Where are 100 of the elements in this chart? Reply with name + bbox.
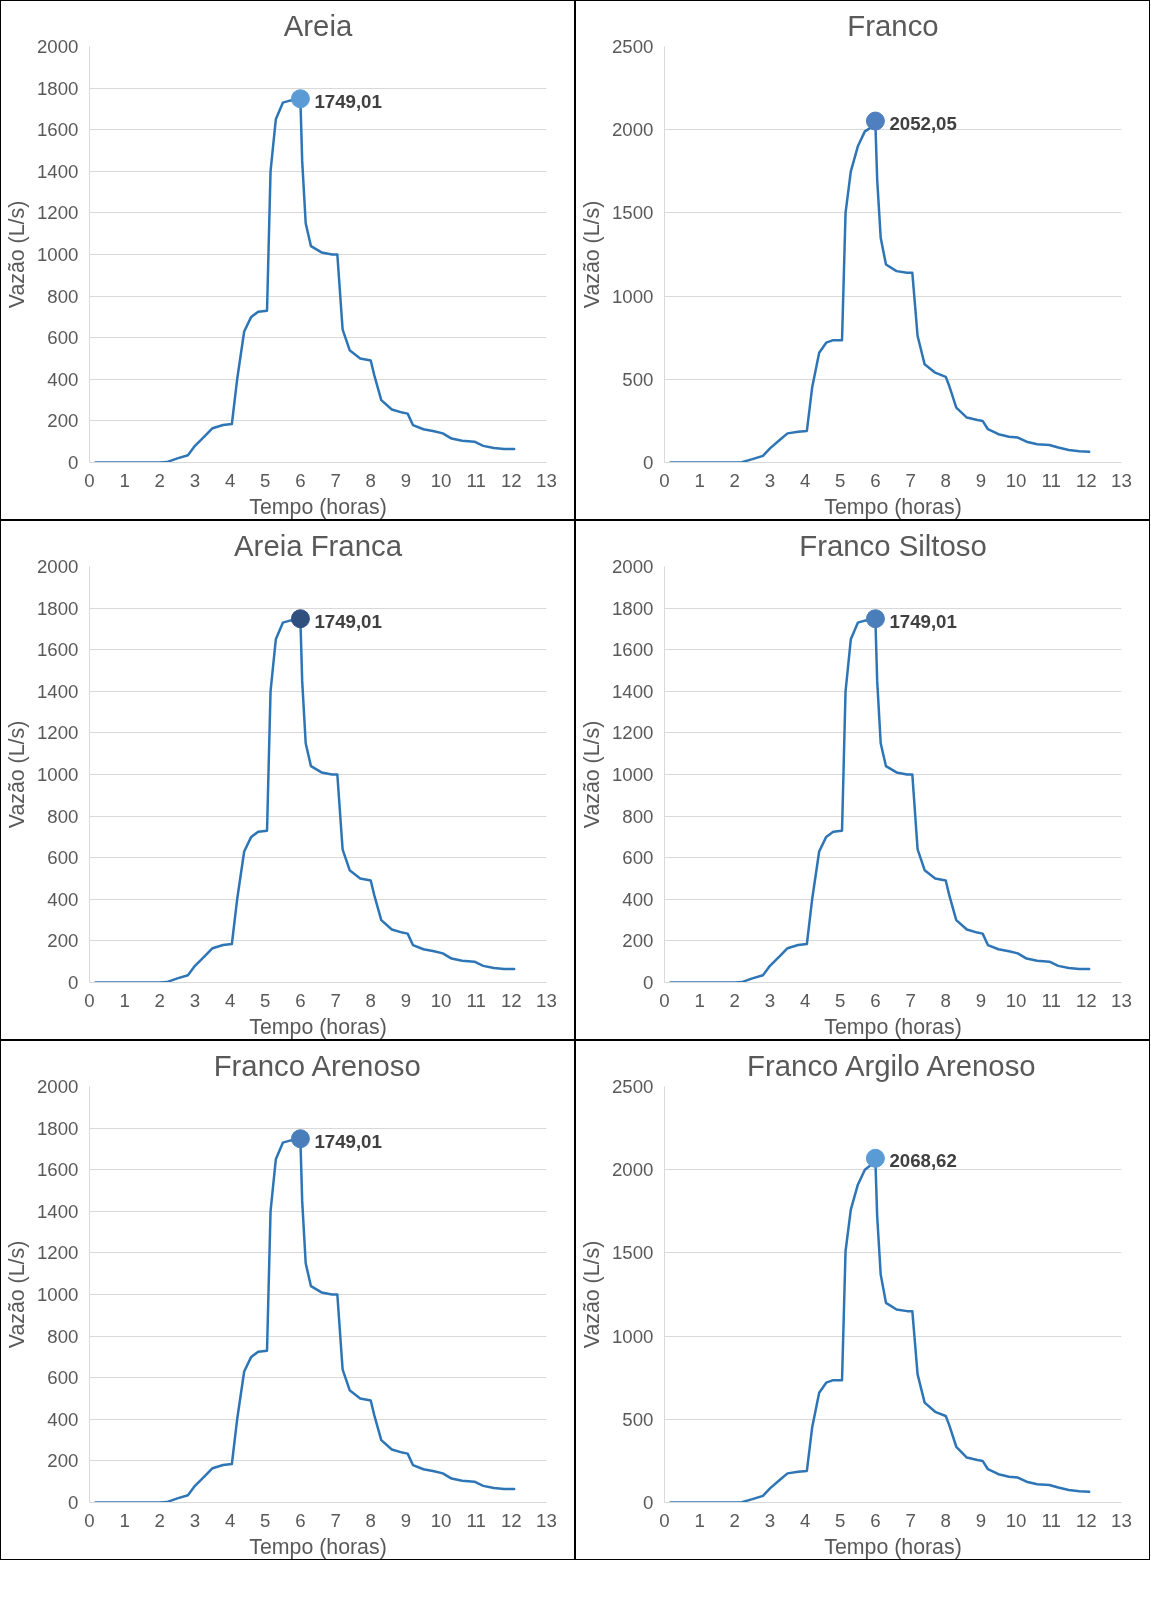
x-tick-label: 7 — [330, 1509, 341, 1531]
x-tick-label: 5 — [835, 1509, 846, 1531]
x-tick-label: 8 — [365, 469, 376, 491]
x-tick-label: 3 — [189, 1509, 201, 1531]
x-tick-label: 8 — [365, 989, 376, 1011]
x-tick-label: 5 — [835, 469, 846, 491]
x-tick-label: 13 — [1111, 469, 1132, 491]
y-axis-title: Vazão (L/s) — [580, 200, 604, 309]
x-tick-label: 4 — [799, 469, 811, 491]
chart-title: Areia — [283, 8, 353, 42]
x-tick-label: 5 — [260, 989, 271, 1011]
x-tick-label: 13 — [536, 1509, 557, 1531]
x-tick-label: 0 — [84, 469, 95, 491]
x-tick-label: 13 — [536, 989, 557, 1011]
x-tick-label: 7 — [905, 989, 916, 1011]
x-tick-label: 6 — [295, 469, 306, 491]
y-tick-label: 800 — [47, 285, 79, 307]
x-tick-label: 7 — [905, 469, 916, 491]
x-tick-label: 12 — [500, 469, 522, 491]
x-tick-label: 10 — [430, 989, 452, 1011]
y-tick-label: 200 — [47, 410, 79, 432]
x-tick-label: 9 — [400, 469, 412, 491]
x-tick-label: 10 — [1005, 989, 1027, 1011]
x-tick-label: 8 — [365, 1509, 376, 1531]
chart-title: Franco Siltoso — [799, 528, 987, 562]
x-tick-label: 11 — [466, 989, 486, 1011]
x-tick-label: 2 — [154, 1509, 166, 1531]
y-tick-label: 600 — [47, 327, 79, 349]
x-tick-label: 0 — [84, 1509, 95, 1531]
x-tick-label: 9 — [975, 1509, 987, 1531]
x-tick-label: 7 — [330, 469, 341, 491]
x-tick-label: 2 — [729, 989, 741, 1011]
y-tick-label: 600 — [47, 847, 79, 869]
y-tick-label: 800 — [622, 805, 654, 827]
y-tick-label: 1600 — [612, 639, 654, 661]
y-tick-label: 2000 — [37, 556, 79, 577]
x-tick-label: 2 — [154, 469, 166, 491]
x-tick-label: 11 — [1041, 1509, 1061, 1531]
x-tick-label: 0 — [84, 989, 95, 1011]
y-tick-label: 2000 — [37, 1076, 79, 1097]
x-tick-label: 8 — [940, 989, 951, 1011]
x-tick-label: 12 — [500, 1509, 522, 1531]
y-tick-label: 2500 — [612, 1076, 654, 1097]
x-tick-label: 11 — [1041, 989, 1061, 1011]
y-tick-label: 400 — [47, 368, 79, 390]
x-tick-label: 3 — [764, 469, 776, 491]
x-tick-label: 6 — [870, 1509, 881, 1531]
x-tick-label: 10 — [430, 1509, 452, 1531]
y-tick-label: 1800 — [37, 77, 79, 99]
x-tick-label: 1 — [119, 989, 130, 1011]
y-tick-label: 400 — [622, 888, 654, 910]
y-tick-label: 1500 — [612, 1242, 654, 1264]
y-tick-label: 1400 — [612, 680, 654, 702]
y-tick-label: 1800 — [37, 1117, 79, 1139]
x-tick-label: 7 — [330, 989, 341, 1011]
x-tick-label: 10 — [430, 469, 452, 491]
y-tick-label: 1200 — [612, 722, 654, 744]
y-tick-label: 500 — [622, 368, 654, 390]
y-tick-label: 1000 — [37, 764, 79, 785]
y-tick-label: 600 — [47, 1367, 79, 1389]
x-tick-label: 9 — [975, 469, 987, 491]
data-label: 1749,01 — [314, 1130, 382, 1152]
x-tick-label: 1 — [694, 469, 705, 491]
y-tick-label: 400 — [47, 1408, 79, 1430]
y-tick-label: 0 — [643, 972, 654, 993]
y-tick-label: 1200 — [37, 202, 79, 224]
x-tick-label: 13 — [1111, 1509, 1132, 1531]
data-label: 1749,01 — [889, 610, 957, 632]
x-tick-label: 10 — [1005, 469, 1027, 491]
x-tick-label: 9 — [400, 989, 412, 1011]
x-tick-label: 10 — [1005, 1509, 1027, 1531]
y-tick-label: 2000 — [612, 119, 654, 141]
x-tick-label: 6 — [295, 1509, 306, 1531]
x-tick-label: 2 — [154, 989, 166, 1011]
y-axis-title: Vazão (L/s) — [5, 720, 29, 829]
x-tick-label: 12 — [1075, 469, 1097, 491]
x-tick-label: 5 — [835, 989, 846, 1011]
x-tick-label: 6 — [870, 469, 881, 491]
x-tick-label: 12 — [1075, 989, 1097, 1011]
x-tick-label: 12 — [1075, 1509, 1097, 1531]
y-tick-label: 0 — [68, 972, 79, 993]
y-tick-label: 1000 — [612, 285, 654, 307]
x-axis-title: Tempo (horas) — [249, 1014, 387, 1039]
y-tick-label: 1800 — [612, 597, 654, 619]
y-tick-label: 0 — [643, 452, 654, 473]
y-tick-label: 1400 — [37, 160, 79, 182]
x-tick-label: 4 — [799, 989, 811, 1011]
x-tick-label: 4 — [224, 469, 236, 491]
x-tick-label: 9 — [975, 989, 987, 1011]
x-axis-title: Tempo (horas) — [249, 494, 387, 519]
y-axis-title: Vazão (L/s) — [580, 720, 604, 829]
x-tick-label: 11 — [1041, 469, 1061, 491]
y-axis-title: Vazão (L/s) — [5, 1240, 29, 1349]
y-tick-label: 800 — [47, 805, 79, 827]
y-tick-label: 500 — [622, 1408, 654, 1430]
y-tick-label: 1000 — [612, 764, 654, 785]
x-tick-label: 3 — [764, 989, 776, 1011]
x-tick-label: 0 — [659, 1509, 670, 1531]
x-tick-label: 8 — [940, 1509, 951, 1531]
x-tick-label: 3 — [189, 989, 201, 1011]
